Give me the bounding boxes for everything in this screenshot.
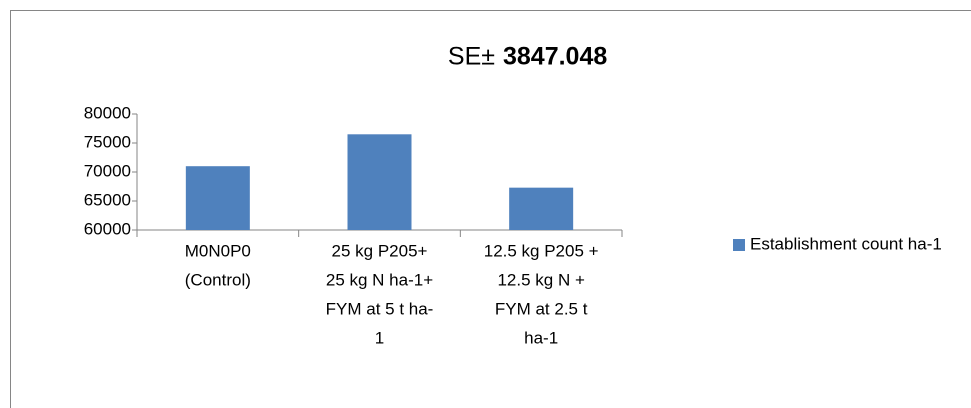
chart-title: SE± (448, 43, 495, 71)
x-tick-label: (Control) (185, 270, 251, 289)
x-tick-label: 25 kg P205+ (332, 241, 428, 260)
y-tick-label: 60000 (84, 219, 131, 238)
x-tick-label: FYM at 5 t ha- (326, 299, 434, 318)
x-tick-label: FYM at 2.5 t (495, 299, 588, 318)
x-tick-label: 12.5 kg P205 + (484, 241, 599, 260)
chart-title-value: 3847.048 (503, 43, 607, 71)
x-tick-label: 1 (375, 328, 384, 347)
y-tick-label: 75000 (84, 132, 131, 151)
x-tick-label: ha-1 (524, 328, 558, 347)
x-tick-label: M0N0P0 (185, 241, 251, 260)
bar (347, 134, 412, 230)
legend-swatch (733, 239, 745, 251)
chart-frame (10, 10, 971, 408)
y-tick-label: 70000 (84, 161, 131, 180)
bar (509, 187, 574, 230)
x-tick-label: 12.5 kg N + (497, 270, 584, 289)
legend-label: Establishment count ha-1 (750, 234, 942, 253)
bar (185, 166, 250, 230)
x-tick-label: 25 kg N ha-1+ (326, 270, 433, 289)
y-tick-label: 65000 (84, 190, 131, 209)
y-tick-label: 80000 (84, 103, 131, 122)
